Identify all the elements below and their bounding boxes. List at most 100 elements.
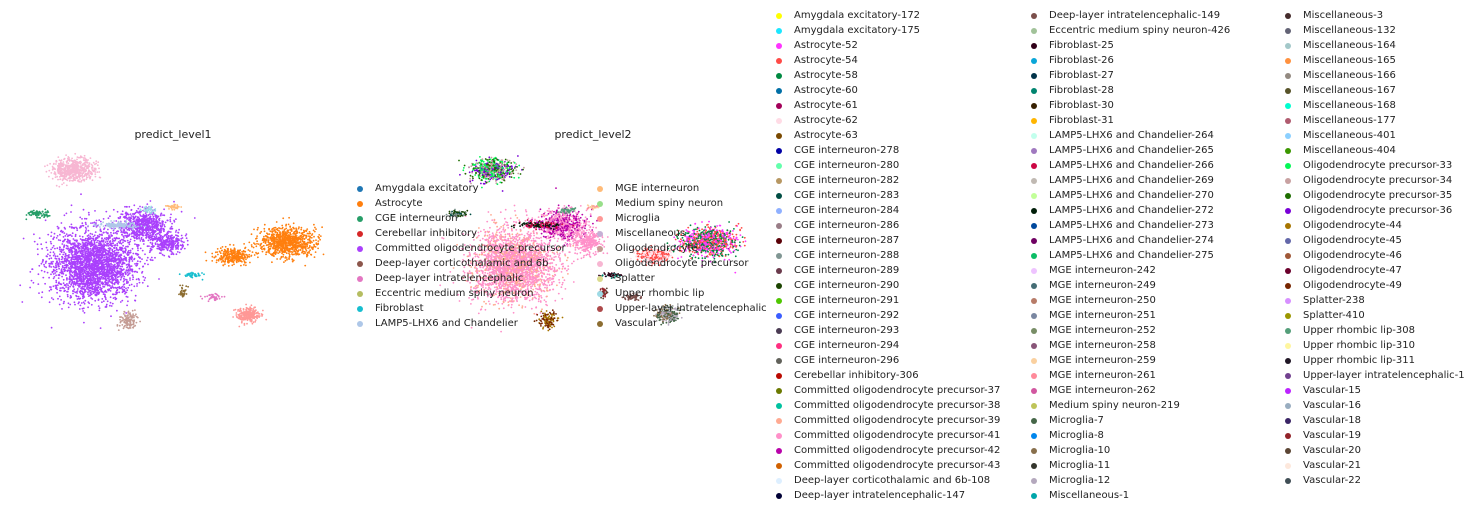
cell-point (107, 289, 110, 292)
cell-point (277, 247, 280, 250)
cell-point (280, 256, 283, 259)
cell-point (71, 266, 74, 269)
cell-point (91, 272, 94, 275)
cell-point (101, 234, 103, 237)
cell-point (129, 251, 132, 254)
cell-point (263, 227, 266, 230)
cell-point (151, 213, 154, 216)
cell-point (50, 286, 52, 288)
cell-point (71, 166, 74, 169)
cell-point (126, 251, 129, 254)
cell-point (116, 244, 119, 247)
cell-point (62, 249, 64, 252)
cell-point (93, 234, 96, 237)
cell-point (97, 279, 99, 281)
cell-point (130, 209, 133, 211)
cell-point (68, 225, 71, 228)
cell-point (85, 241, 87, 244)
cell-point (144, 277, 147, 279)
cell-point (121, 299, 124, 302)
cell-point (104, 280, 107, 283)
cell-point (80, 174, 83, 177)
cell-point (87, 280, 90, 283)
cell-point (129, 249, 132, 252)
cell-point (72, 245, 74, 248)
cell-point (88, 277, 90, 280)
cell-point (132, 278, 134, 281)
cell-point (91, 233, 94, 236)
cell-point (73, 283, 75, 286)
cell-point (62, 240, 64, 243)
cell-point (108, 280, 111, 283)
cell-point (73, 239, 76, 242)
cell-point (74, 162, 77, 165)
cell-point (113, 268, 116, 270)
cell-point (85, 250, 88, 253)
cell-point (177, 231, 180, 234)
cell-point (163, 214, 166, 217)
cell-point (160, 252, 162, 255)
cell-point (108, 248, 111, 251)
cell-point (102, 276, 105, 279)
cell-point (152, 231, 154, 234)
cell-point (277, 246, 280, 248)
cell-point (99, 327, 102, 329)
cell-point (122, 261, 124, 264)
cell-point (263, 239, 265, 241)
cell-point (183, 241, 185, 244)
cell-point (104, 244, 107, 247)
cell-point (117, 241, 120, 243)
cell-point (83, 154, 86, 157)
cell-point (48, 265, 51, 268)
cell-point (93, 239, 96, 242)
cell-point (21, 301, 24, 303)
cell-point (50, 248, 52, 251)
cell-point (133, 237, 136, 239)
cell-point (158, 218, 160, 221)
cell-point (147, 228, 150, 231)
cell-point (76, 229, 79, 232)
cell-point (152, 223, 155, 225)
cell-point (111, 302, 114, 305)
cell-point (63, 287, 66, 290)
cell-point (107, 258, 110, 261)
cell-point (67, 242, 69, 244)
cell-point (74, 256, 77, 259)
cell-point (180, 210, 183, 213)
cell-point (38, 264, 41, 267)
cell-point (256, 228, 259, 231)
cell-point (70, 260, 73, 262)
cell-point (143, 232, 146, 234)
cell-point (106, 283, 109, 286)
cell-point (91, 173, 93, 176)
cell-point (122, 241, 124, 244)
cell-point (80, 181, 82, 183)
cell-point (290, 230, 293, 232)
cell-point (81, 235, 84, 238)
cell-point (72, 290, 75, 293)
cell-point (295, 229, 298, 232)
cell-point (91, 248, 94, 251)
cell-point (106, 252, 109, 255)
cell-point (123, 257, 126, 260)
cell-point (151, 235, 153, 237)
cell-point (45, 246, 48, 249)
cell-point (160, 212, 163, 215)
cell-point (71, 169, 74, 171)
cell-point (126, 280, 128, 283)
cell-point (68, 254, 70, 256)
cell-point (163, 248, 165, 251)
cell-point (107, 271, 109, 273)
cell-point (63, 251, 65, 254)
cell-point (135, 252, 138, 255)
cell-point (156, 238, 159, 240)
cell-point (69, 303, 72, 306)
cell-point (108, 275, 110, 278)
cell-point (102, 218, 105, 220)
cell-point (69, 273, 72, 276)
cell-point (44, 262, 47, 264)
cell-point (277, 236, 280, 238)
cell-point (68, 176, 71, 179)
cell-point (56, 284, 59, 286)
cell-point (66, 278, 68, 281)
